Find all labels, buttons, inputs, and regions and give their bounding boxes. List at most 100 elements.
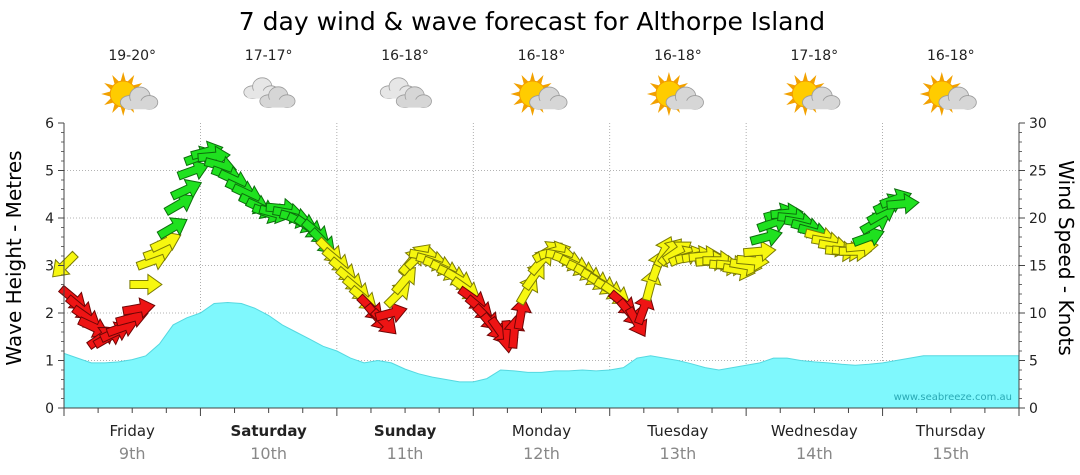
sun-ray [101, 91, 111, 97]
sun-ray [646, 91, 656, 97]
left-tick-label: 0 [45, 401, 54, 417]
sun-ray [939, 107, 945, 116]
sun-ray [673, 74, 680, 84]
wave-height-line [63, 301, 1019, 383]
partly-cloudy-icon [783, 72, 841, 116]
wave-series [63, 301, 1019, 408]
wave-height-area [64, 302, 1019, 408]
sun-ray [120, 72, 126, 81]
left-tick-label: 5 [45, 164, 54, 180]
sun-ray [922, 83, 932, 90]
temperature-range: 16-18° [654, 48, 702, 64]
sun-ray [939, 72, 945, 81]
right-tick-label: 0 [1029, 401, 1038, 417]
wind-arrow [156, 217, 188, 240]
sun-ray [802, 107, 808, 116]
sun-ray [112, 104, 119, 114]
sun-ray [802, 72, 808, 81]
right-tick-label: 5 [1029, 354, 1038, 370]
sun-ray [513, 98, 523, 105]
right-tick-label: 15 [1029, 259, 1047, 275]
sun-ray [112, 74, 119, 84]
sun-ray [530, 72, 535, 81]
cloudy-icon [243, 77, 296, 109]
sun-ray [666, 107, 672, 116]
wind-arrow [52, 250, 79, 278]
right-tick-label: 20 [1029, 211, 1047, 227]
sun-ray [783, 91, 793, 97]
x-axis-labels: Friday 9th Saturday 10th Sunday 11th Monday 12t… [109, 422, 985, 463]
date-label: 15th [932, 444, 969, 463]
sun-ray [930, 104, 938, 114]
sun-ray [666, 72, 672, 81]
right-axis-title: Wind Speed - Knots [1054, 160, 1078, 356]
temperature-range: 17-17° [245, 48, 293, 64]
sun-ray [786, 83, 796, 90]
partly-cloudy-icon [646, 72, 704, 116]
sun-ray [104, 98, 114, 105]
left-tick-label: 2 [45, 306, 54, 322]
date-label: 10th [250, 444, 287, 463]
right-tick-label: 25 [1029, 164, 1047, 180]
sun-ray [127, 74, 135, 84]
sun-ray [510, 91, 520, 97]
chart-title: 7 day wind & wave forecast for Althorpe … [239, 7, 825, 36]
sun-ray [513, 83, 523, 90]
partly-cloudy-icon [919, 72, 977, 116]
left-tick-label: 4 [45, 211, 54, 227]
sun-ray [657, 104, 665, 114]
temperature-range: 16-18° [518, 48, 566, 64]
left-tick-label: 1 [45, 354, 54, 370]
date-label: 11th [387, 444, 424, 463]
cloud-base [668, 100, 701, 110]
wind-arrow [163, 193, 195, 216]
day-label: Wednesday [771, 422, 858, 440]
wind-arrow [374, 302, 408, 324]
cloud-base [398, 99, 430, 108]
sun-ray [649, 83, 659, 90]
left-tick-label: 6 [45, 116, 54, 132]
wind-arrow [176, 159, 210, 181]
date-label: 14th [796, 444, 833, 463]
right-tick-label: 10 [1029, 306, 1047, 322]
sun-ray [794, 74, 802, 84]
wind-arrow [121, 297, 156, 319]
wind-arrow [742, 240, 777, 263]
temperature-range: 16-18° [927, 48, 975, 64]
watermark: www.seabreeze.com.au [894, 392, 1012, 403]
temperature-range: 19-20° [108, 48, 156, 64]
day-label: Saturday [230, 422, 307, 440]
sun-ray [794, 104, 802, 114]
temperature-range: 17-18° [791, 48, 839, 64]
sun-ray [104, 83, 114, 90]
day-label: Monday [512, 422, 571, 440]
cloud-shape [665, 86, 704, 110]
cloudy-icon [379, 77, 432, 109]
cloud-shape [938, 86, 977, 110]
cloud-shape [259, 86, 296, 109]
sun-ray [530, 107, 535, 116]
day-label: Friday [109, 422, 155, 440]
day-label: Sunday [374, 422, 437, 440]
date-label: 12th [523, 444, 560, 463]
cloud-base [262, 99, 293, 108]
day-label: Tuesday [646, 422, 708, 440]
sun-ray [521, 104, 529, 114]
cloud-base [532, 100, 565, 110]
wind-arrow [886, 192, 920, 215]
sun-ray [786, 98, 796, 105]
date-label: 9th [119, 444, 146, 463]
temperature-range: 16-18° [381, 48, 429, 64]
axes: 0 1 2 3 4 5 6 0 5 10 15 20 25 30 [45, 116, 1047, 417]
sun-ray [946, 74, 953, 84]
wind-arrow [197, 145, 231, 168]
sun-ray [930, 74, 938, 84]
sun-ray [521, 74, 529, 84]
sun-ray [919, 91, 929, 97]
sun-ray [536, 74, 544, 84]
cloud-shape [529, 86, 568, 110]
wind-arrow [129, 273, 163, 296]
cloud-base [122, 100, 156, 110]
